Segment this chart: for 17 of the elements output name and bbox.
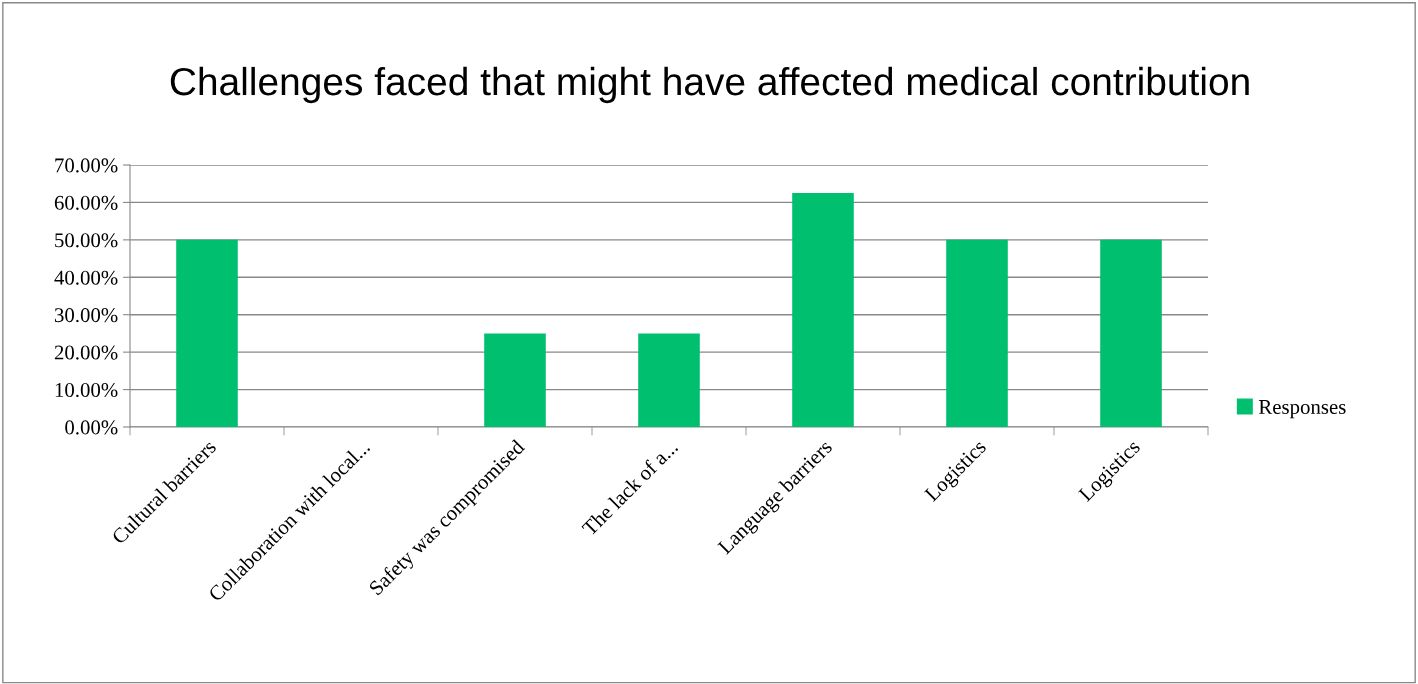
bar [792,193,854,427]
bar [176,239,238,427]
y-tick-label: 0.00% [65,420,118,435]
x-tick-label: The lack of a... [580,438,679,537]
y-tick-label: 30.00% [54,308,118,323]
bar [484,333,546,427]
y-tick-label: 70.00% [55,158,118,173]
y-tick-label: 40.00% [54,270,118,285]
chart-title: Challenges faced that might have affected medical contribution [170,66,1249,104]
bar [946,239,1008,427]
y-tick-label: 10.00% [55,382,118,398]
y-tick-label: 50.00% [55,233,118,248]
legend-label: Responses [1258,400,1346,419]
y-tick-label: 60.00% [54,195,118,210]
y-tick-label: 20.00% [54,345,118,360]
bar [1100,239,1162,427]
bar [638,333,700,427]
